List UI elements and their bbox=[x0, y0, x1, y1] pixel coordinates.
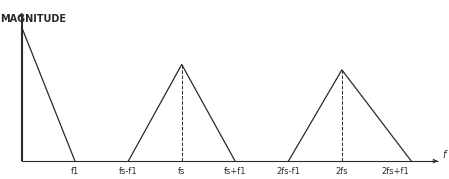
Text: 2fs: 2fs bbox=[335, 167, 348, 176]
Text: fs+f1: fs+f1 bbox=[224, 167, 247, 176]
Text: MAGNITUDE: MAGNITUDE bbox=[0, 14, 66, 24]
Text: f1: f1 bbox=[71, 167, 79, 176]
Text: 2fs-f1: 2fs-f1 bbox=[277, 167, 300, 176]
Text: fs: fs bbox=[178, 167, 185, 176]
Text: fs-f1: fs-f1 bbox=[119, 167, 138, 176]
Text: f: f bbox=[443, 150, 446, 160]
Text: 2fs+f1: 2fs+f1 bbox=[381, 167, 409, 176]
